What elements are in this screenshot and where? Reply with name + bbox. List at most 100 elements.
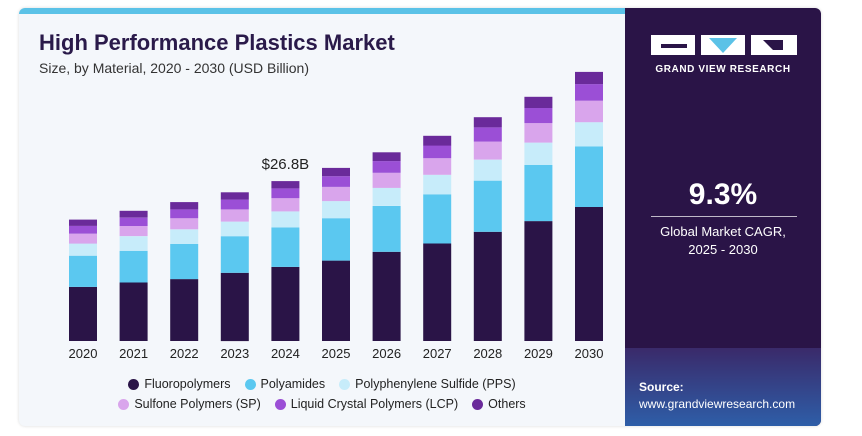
legend-row: Fluoropolymers Polyamides Polyphenylene Su… (19, 374, 625, 394)
x-tick-label: 2030 (575, 346, 604, 361)
bar-segment (524, 96, 553, 108)
legend-item: Others (472, 397, 526, 411)
legend-swatch (118, 398, 130, 410)
chart-title: High Performance Plastics Market (39, 30, 395, 55)
x-tick-label: 2020 (69, 346, 98, 361)
bar-segment (170, 244, 199, 280)
bar-segment (372, 251, 401, 341)
bar-segment (322, 187, 350, 202)
divider (651, 216, 797, 217)
x-tick-label: 2024 (271, 346, 300, 361)
legend-label: Polyamides (260, 377, 326, 391)
legend-item: Polyamides (244, 377, 326, 391)
bar-segment (170, 218, 199, 230)
bar-segment (220, 209, 249, 222)
bar-segment (575, 206, 603, 341)
x-tick-label: 2021 (119, 346, 148, 361)
bar-segment (322, 176, 350, 187)
chart-legend: Fluoropolymers Polyamides Polyphenylene Su… (19, 374, 625, 414)
bar-segment (220, 236, 249, 273)
bar-segment (423, 194, 452, 244)
bar-segment (423, 135, 452, 146)
cagr-label: Global Market CAGR, (660, 224, 786, 239)
bar-segment (119, 225, 148, 237)
bar-segment (372, 161, 401, 173)
bar-segment (473, 159, 502, 181)
data-label: $26.8B (262, 156, 310, 173)
bar-segment (170, 202, 199, 210)
bar-segment (524, 123, 553, 143)
bar-segment (372, 152, 401, 162)
bar-segment (473, 127, 502, 142)
bar-segment (69, 243, 97, 256)
bar-segment (170, 279, 199, 341)
bar-segment (372, 187, 401, 206)
legend-label: Polyphenylene Sulfide (PPS) (355, 377, 516, 391)
bar-segment (575, 122, 603, 147)
bar-segment (473, 231, 502, 341)
grand-view-research-logo (651, 35, 797, 55)
source-link[interactable]: www.grandviewresearch.com (639, 397, 796, 411)
bar-segment (220, 199, 249, 210)
chart-subtitle: Size, by Material, 2020 - 2030 (USD Bill… (39, 60, 310, 76)
x-tick-label: 2029 (524, 346, 553, 361)
bar-segment (69, 225, 97, 234)
bar-segment (170, 229, 199, 244)
bar-segment (271, 266, 300, 341)
bar-segment (473, 180, 502, 232)
bar-segment (271, 181, 300, 189)
legend-row: Sulfone Polymers (SP) Liquid Crystal Poly… (19, 394, 625, 414)
bar-segment (575, 100, 603, 123)
legend-swatch (274, 398, 286, 410)
bar-segment (69, 233, 97, 244)
bar-segment (119, 282, 148, 341)
legend-label: Others (488, 397, 526, 411)
bar-segment (119, 236, 148, 251)
chart-card: High Performance Plastics Market Size, b… (19, 8, 821, 426)
bar-segment (69, 286, 97, 341)
legend-label: Liquid Crystal Polymers (LCP) (290, 397, 459, 411)
bar-segment (322, 201, 350, 219)
legend-swatch (472, 398, 484, 410)
legend-item: Polyphenylene Sulfide (PPS) (339, 377, 516, 391)
stacked-bar-chart: 2020 2021 2022 2023 2024 $26.8B 2025 2026 2027 20… (69, 71, 604, 361)
brand-name: GRAND VIEW RESEARCH (655, 64, 791, 75)
bar-segment (423, 174, 452, 195)
bar-segment (271, 227, 300, 267)
bar-segment (322, 218, 350, 261)
cagr-value: 9.3% (688, 178, 758, 211)
bar-segment (69, 219, 97, 226)
legend-label: Fluoropolymers (144, 377, 231, 391)
accent-bar (19, 8, 625, 14)
cagr-period: 2025 - 2030 (688, 242, 758, 257)
bar-segment (575, 84, 603, 101)
legend-swatch (128, 378, 140, 390)
legend-item: Sulfone Polymers (SP) (118, 397, 261, 411)
bar-segment (119, 210, 148, 218)
bar-segment (524, 221, 553, 341)
sidebar-panel: GRAND VIEW RESEARCH 9.3% Global Market C… (625, 8, 821, 426)
bar-segment (423, 145, 452, 159)
source-panel: Source: www.grandviewresearch.com (625, 348, 821, 426)
legend-label: Sulfone Polymers (SP) (134, 397, 261, 411)
legend-item: Fluoropolymers (128, 377, 231, 391)
bar-segment (271, 188, 300, 199)
bar-segment (423, 158, 452, 175)
bar-segment (372, 206, 401, 252)
bar-segment (119, 250, 148, 283)
bar-segment (119, 217, 148, 226)
legend-item: Liquid Crystal Polymers (LCP) (274, 397, 459, 411)
bar-segment (372, 172, 401, 188)
bar-segment (524, 142, 553, 165)
bar-segment (220, 192, 249, 200)
bar-segment (220, 272, 249, 342)
bar-segment (170, 209, 199, 219)
bar-segment (322, 167, 350, 177)
x-tick-label: 2023 (220, 346, 249, 361)
bar-segment (271, 211, 300, 228)
bar-segment (473, 117, 502, 128)
legend-swatch (339, 378, 351, 390)
x-tick-label: 2025 (322, 346, 351, 361)
bar-segment (575, 71, 603, 85)
bar-segment (423, 243, 452, 341)
